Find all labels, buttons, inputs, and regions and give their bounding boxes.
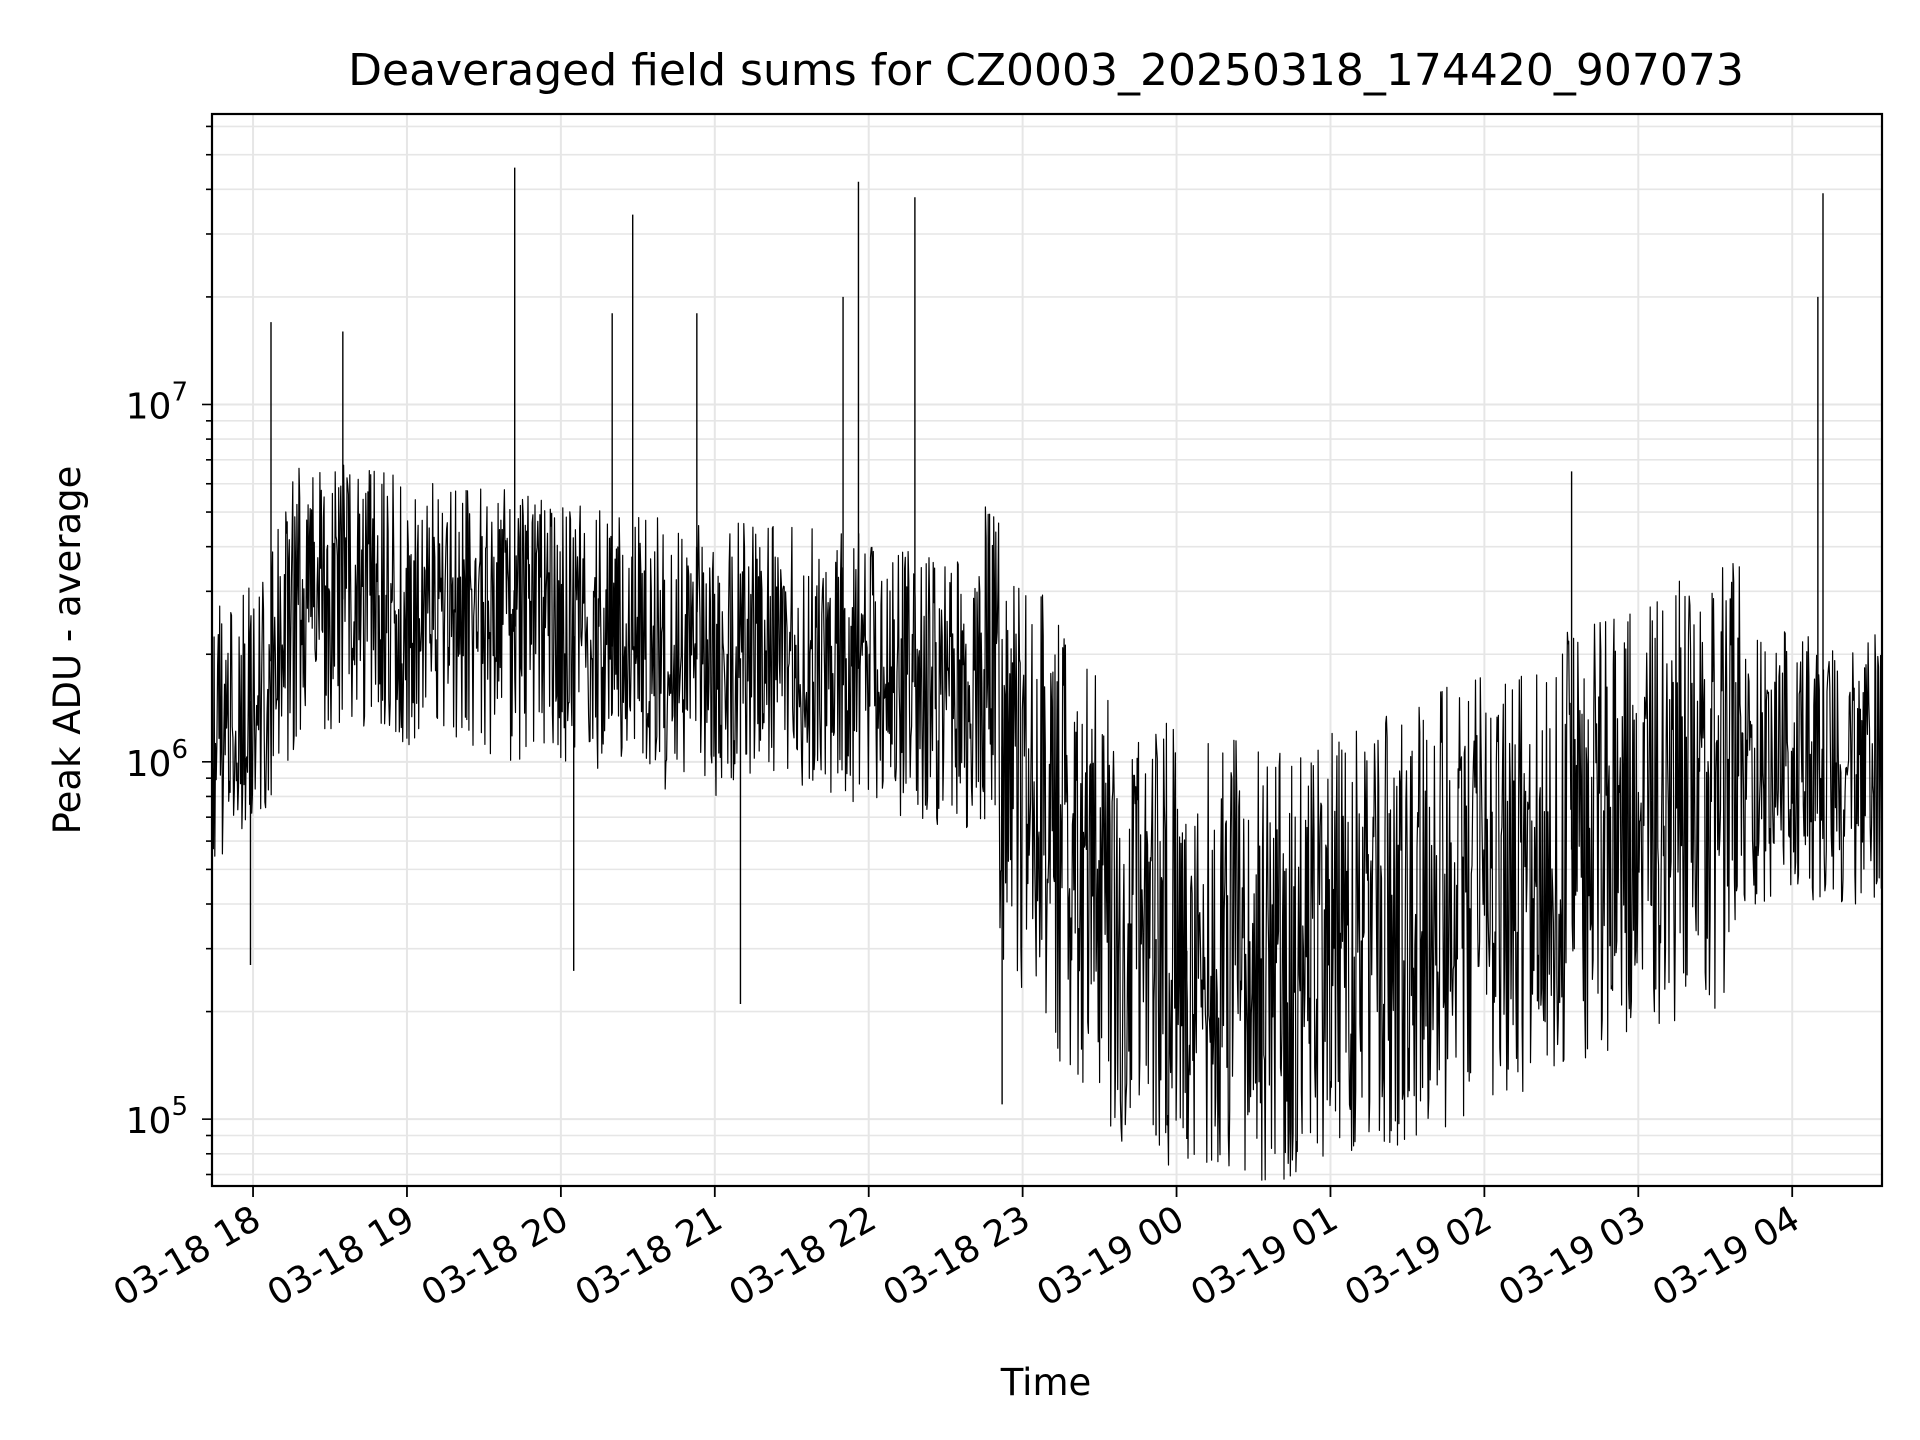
y-axis: 105 106 107 xyxy=(126,125,212,1176)
series-line xyxy=(211,464,1883,1181)
plot-frame xyxy=(210,112,1884,1188)
series-layer xyxy=(211,167,1883,1181)
grid xyxy=(212,114,1882,1186)
y-tick-label: 106 xyxy=(126,735,188,785)
y-axis-label: Peak ADU - average xyxy=(46,466,89,835)
y-tick-label: 105 xyxy=(126,1092,188,1142)
y-tick-label: 107 xyxy=(126,377,188,427)
chart-title: Deaveraged field sums for CZ0003_2025031… xyxy=(348,45,1744,96)
x-axis-label: Time xyxy=(1000,1361,1092,1404)
